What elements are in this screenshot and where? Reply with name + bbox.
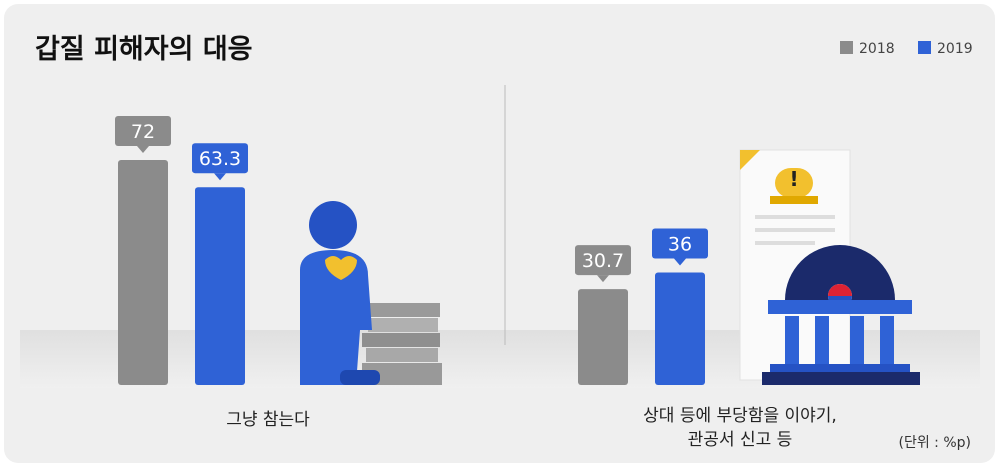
bar (578, 289, 628, 385)
chart: 갑질 피해자의 대응 ! 2018 2019 72 30.7 63.3 36 (0, 0, 999, 467)
value-label: 63.3 (199, 148, 241, 170)
legend-label: 2018 (859, 41, 895, 57)
page: 갑질 피해자의 대응 ! 2018 2019 72 30.7 63.3 36 그냥 참는다… (0, 0, 999, 467)
unit-note: (단위 : %p) (899, 432, 972, 452)
bar (655, 273, 705, 386)
value-label: 72 (131, 121, 155, 143)
category-label: 그냥 참는다 (88, 408, 448, 432)
svg-text:!: ! (789, 167, 798, 191)
legend-label: 2019 (937, 41, 973, 57)
chart-title: 갑질 피해자의 대응 (35, 34, 253, 65)
value-label: 36 (668, 234, 692, 256)
bar (195, 187, 245, 385)
value-label: 30.7 (582, 250, 624, 272)
legend-swatch (918, 41, 931, 54)
category-label: 상대 등에 부당함을 이야기, 관공서 신고 등 (560, 404, 920, 452)
legend-swatch (840, 41, 853, 54)
bar (118, 160, 168, 385)
